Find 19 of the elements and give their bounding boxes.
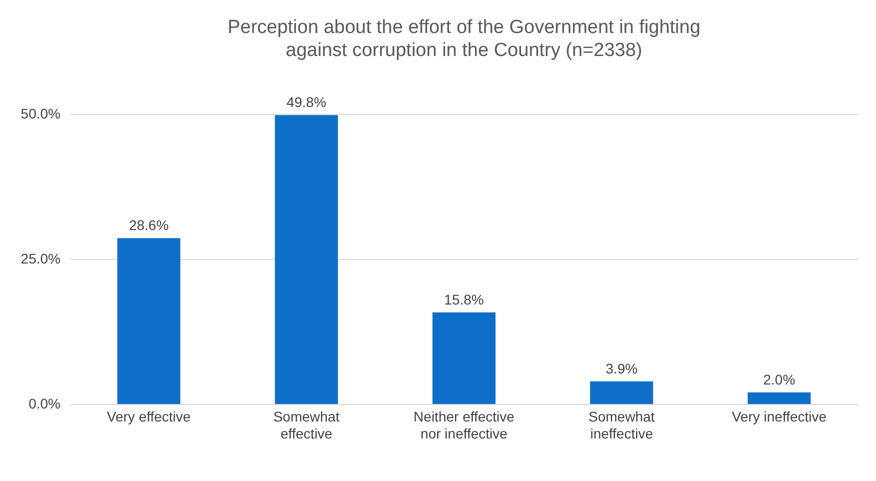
y-tick-label: 50.0%	[20, 106, 60, 122]
data-label: 2.0%	[763, 371, 796, 388]
x-tick-label: Very effective	[106, 408, 191, 424]
bar	[590, 381, 654, 404]
data-label: 28.6%	[128, 217, 169, 234]
chart-title: Perception about the effort of the Government in fighting against corruption in the Country (n=2338)	[228, 17, 700, 62]
y-tick-label: 25.0%	[20, 250, 60, 266]
data-label: 15.8%	[444, 291, 484, 308]
bar	[748, 392, 811, 404]
y-tick-label: 0.0%	[28, 396, 60, 412]
data-label: 49.8%	[286, 94, 326, 110]
bar	[274, 115, 338, 404]
x-tick-label: Very ineffective	[732, 408, 827, 424]
x-tick-label: Somewhat ineffective	[588, 408, 655, 442]
bar	[117, 238, 180, 404]
bar	[432, 312, 496, 404]
x-tick-label: Neither effective nor ineffective	[414, 408, 515, 442]
x-tick-label: Somewhat effective	[273, 408, 340, 442]
data-label: 3.9%	[606, 360, 638, 376]
